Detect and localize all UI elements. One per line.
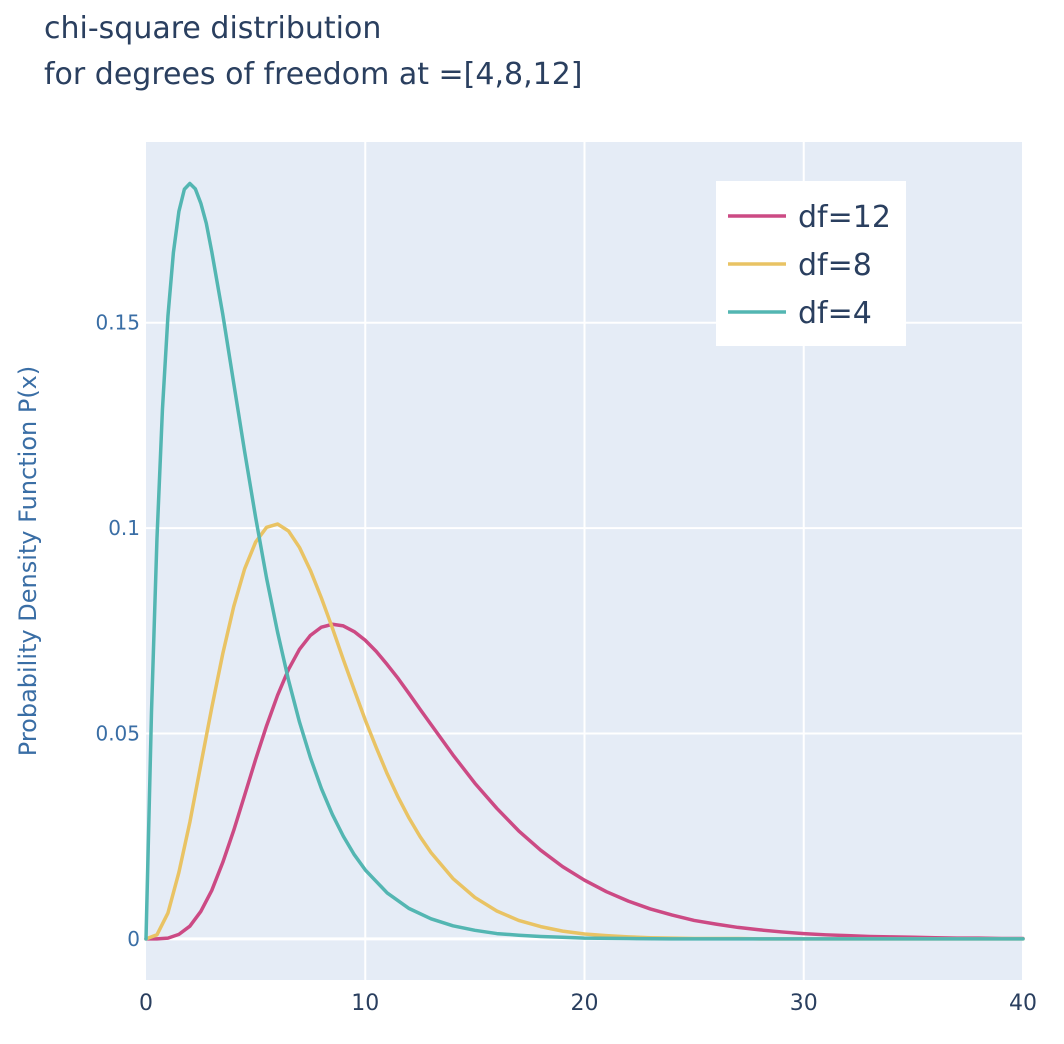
legend-items: df=12 df=8 df=4 [728,200,891,331]
series-line-df-12 [144,622,1025,941]
chart-title-line-2: for degrees of freedom at =[4,8,12] [44,57,583,92]
series-lines [144,181,1025,941]
y-axis-label: Probability Density Function P(x) [14,366,42,756]
x-tick-label-3: 30 [790,991,818,1016]
chart-title-line-1: chi-square distribution [44,11,381,46]
y-axis-ticks: 0 0.05 0.1 0.15 [95,311,140,951]
x-tick-label-1: 10 [351,991,379,1016]
x-tick-label-0: 0 [139,991,153,1016]
x-tick-label-4: 40 [1009,991,1037,1016]
y-tick-label-0: 0 [127,927,140,951]
y-tick-label-1: 0.05 [95,722,140,746]
series-line-df-4 [144,181,1025,941]
legend: df=12 df=8 df=4 [716,181,906,346]
legend-label-1: df=8 [798,248,872,283]
y-tick-label-2: 0.1 [108,516,140,540]
x-axis-ticks: 0 10 20 30 40 [139,991,1037,1016]
y-tick-label-3: 0.15 [95,311,140,335]
chart-title: chi-square distribution for degrees of f… [44,11,583,92]
legend-label-0: df=12 [798,200,891,235]
legend-label-2: df=4 [798,296,872,331]
x-tick-label-2: 20 [571,991,599,1016]
